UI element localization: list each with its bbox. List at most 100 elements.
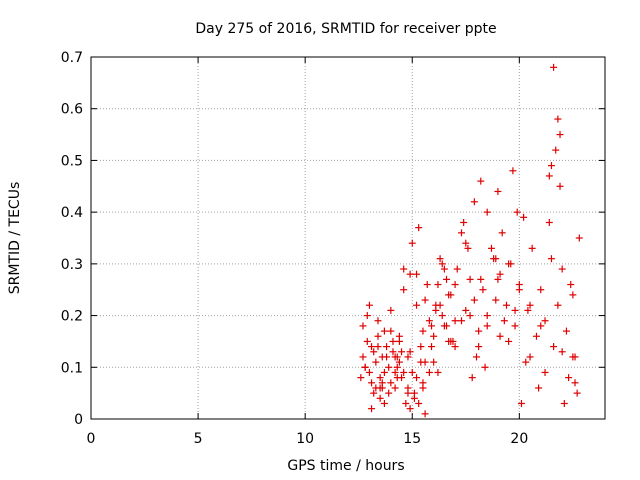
data-point	[421, 296, 429, 304]
data-point	[417, 343, 425, 351]
data-point	[477, 275, 485, 283]
data-point	[517, 399, 525, 407]
x-axis-label: GPS time / hours	[287, 458, 404, 474]
data-point	[368, 405, 376, 413]
data-point	[376, 374, 384, 382]
data-point	[385, 389, 393, 397]
data-point	[532, 332, 540, 340]
data-point	[466, 275, 474, 283]
data-point	[402, 399, 410, 407]
data-point	[380, 368, 388, 376]
data-point	[545, 218, 553, 226]
data-point	[404, 389, 412, 397]
data-point	[391, 368, 399, 376]
data-point	[406, 270, 414, 278]
data-point	[481, 363, 489, 371]
data-point	[359, 322, 367, 330]
data-point	[528, 244, 536, 252]
data-point	[421, 358, 429, 366]
data-point	[494, 275, 502, 283]
data-point	[430, 332, 438, 340]
data-point	[535, 384, 543, 392]
data-point	[383, 353, 391, 361]
data-point	[400, 265, 408, 273]
data-point	[408, 368, 416, 376]
data-point	[376, 394, 384, 402]
data-point	[565, 374, 573, 382]
data-point	[470, 198, 478, 206]
data-point	[453, 265, 461, 273]
data-point	[556, 182, 564, 190]
data-point	[365, 368, 373, 376]
data-point	[556, 131, 564, 139]
data-point	[400, 368, 408, 376]
data-point	[569, 353, 577, 361]
data-point	[368, 343, 376, 351]
data-point	[513, 208, 521, 216]
data-point	[502, 301, 510, 309]
data-point	[509, 167, 517, 175]
data-point	[483, 208, 491, 216]
x-axis-ticks: 0 5 10 15 20	[87, 57, 528, 447]
data-point	[398, 348, 406, 356]
data-point	[368, 379, 376, 387]
data-point	[511, 306, 519, 314]
data-point	[393, 363, 401, 371]
plot-frame	[90, 56, 606, 420]
data-point	[357, 374, 365, 382]
data-point	[425, 368, 433, 376]
data-point	[468, 374, 476, 382]
data-point	[526, 301, 534, 309]
data-point	[560, 399, 568, 407]
data-point	[410, 394, 418, 402]
data-point	[438, 312, 446, 320]
data-point	[451, 281, 459, 289]
x-tick-label: 5	[194, 431, 203, 447]
data-point	[413, 374, 421, 382]
data-point	[391, 384, 399, 392]
data-point	[558, 265, 566, 273]
data-point	[458, 229, 466, 237]
data-point	[415, 399, 423, 407]
y-axis-ticks: 0 0.1 0.2 0.3 0.4 0.5 0.6 0.7	[61, 50, 605, 428]
data-point	[400, 286, 408, 294]
data-point	[475, 343, 483, 351]
data-point	[550, 343, 558, 351]
data-point	[380, 327, 388, 335]
data-point	[562, 327, 570, 335]
data-point	[537, 322, 545, 330]
data-point	[458, 317, 466, 325]
data-point	[406, 405, 414, 413]
data-point	[365, 301, 373, 309]
data-point	[541, 317, 549, 325]
data-point	[428, 322, 436, 330]
data-point	[479, 286, 487, 294]
data-point	[552, 146, 560, 154]
data-point	[511, 322, 519, 330]
data-point	[413, 301, 421, 309]
data-point	[430, 358, 438, 366]
data-point	[443, 275, 451, 283]
data-point	[372, 358, 380, 366]
y-axis-label: SRMTID / TECUs	[7, 182, 23, 295]
data-point	[554, 115, 562, 123]
data-point	[445, 291, 453, 299]
x-tick-label: 15	[403, 431, 421, 447]
data-point	[460, 218, 468, 226]
y-tick-label: 0.3	[61, 257, 83, 273]
data-points	[357, 63, 583, 418]
data-point	[547, 162, 555, 170]
data-point	[370, 389, 378, 397]
data-point	[419, 379, 427, 387]
data-point	[496, 332, 504, 340]
data-point	[550, 63, 558, 71]
data-point	[387, 379, 395, 387]
data-point	[374, 317, 382, 325]
data-point	[425, 317, 433, 325]
data-point	[391, 353, 399, 361]
data-point	[475, 327, 483, 335]
data-point	[526, 353, 534, 361]
data-point	[451, 343, 459, 351]
data-point	[522, 358, 530, 366]
